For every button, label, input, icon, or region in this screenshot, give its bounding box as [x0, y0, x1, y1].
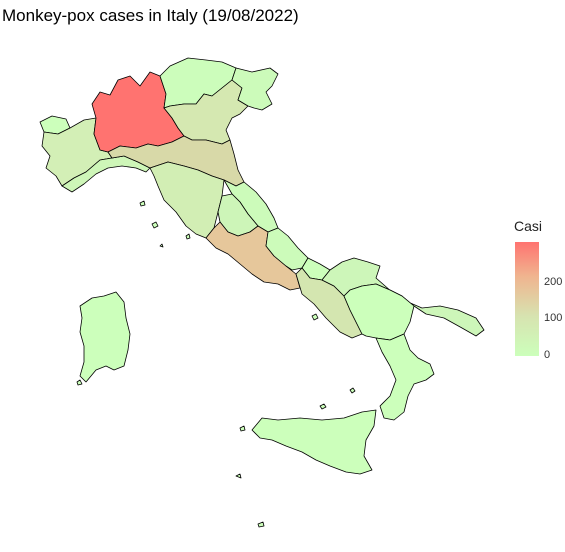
region-sardegna[interactable] — [79, 291, 131, 383]
region-calabria[interactable] — [375, 333, 435, 421]
region-friuli[interactable] — [231, 67, 279, 111]
legend-tick-200: 200 — [544, 276, 563, 288]
small-islands — [76, 200, 356, 528]
map-title: Monkey-pox cases in Italy (19/08/2022) — [2, 6, 299, 25]
region-sicilia[interactable] — [251, 409, 377, 475]
legend-color-bar — [515, 242, 539, 356]
region-liguria[interactable] — [61, 155, 151, 193]
region-basilicata[interactable] — [343, 283, 415, 341]
legend-tick-100: 100 — [544, 312, 563, 324]
legend-title: Casi — [514, 218, 543, 234]
legend-tick-0: 0 — [544, 349, 551, 361]
